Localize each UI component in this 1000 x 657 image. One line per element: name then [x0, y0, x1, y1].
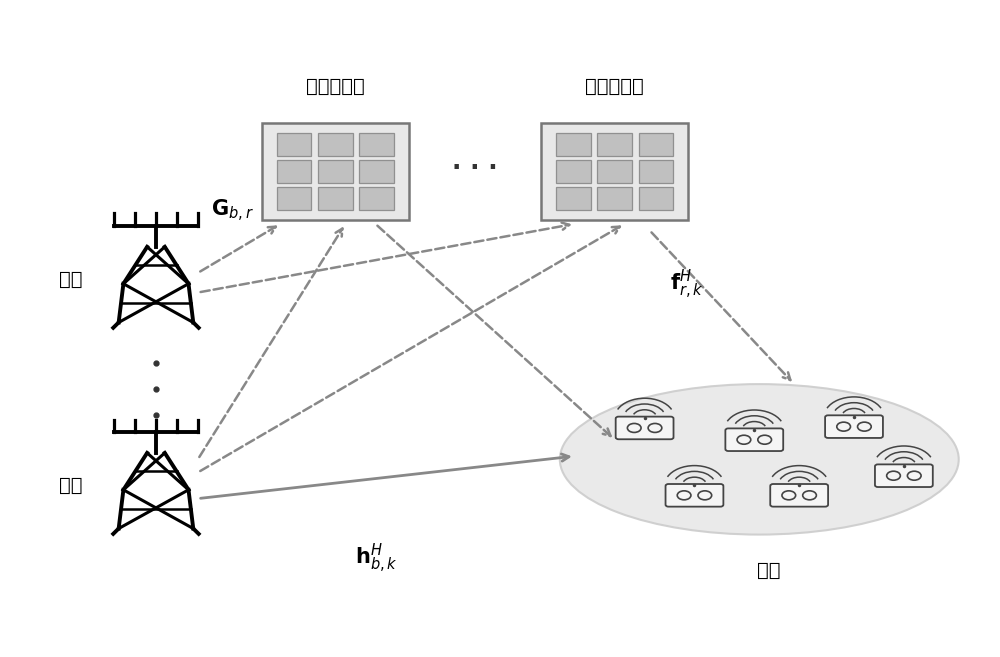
Bar — [277, 187, 311, 210]
Bar — [318, 133, 353, 156]
FancyBboxPatch shape — [725, 428, 783, 451]
Bar — [556, 160, 591, 183]
Text: $\mathbf{h}_{b,k}^{H}$: $\mathbf{h}_{b,k}^{H}$ — [355, 541, 398, 575]
FancyBboxPatch shape — [770, 484, 828, 507]
Bar — [277, 133, 311, 156]
Bar — [541, 124, 688, 219]
Bar — [597, 187, 632, 210]
Bar — [639, 133, 673, 156]
Bar — [277, 160, 311, 183]
Bar — [556, 187, 591, 210]
Text: 智能反射面: 智能反射面 — [585, 78, 644, 97]
FancyBboxPatch shape — [616, 417, 674, 440]
FancyBboxPatch shape — [666, 484, 723, 507]
Text: · · ·: · · · — [452, 156, 498, 180]
FancyBboxPatch shape — [825, 415, 883, 438]
Bar — [359, 187, 394, 210]
Bar — [262, 124, 409, 219]
Bar — [318, 187, 353, 210]
Bar — [359, 133, 394, 156]
Text: 智能反射面: 智能反射面 — [306, 78, 365, 97]
Bar — [318, 160, 353, 183]
FancyBboxPatch shape — [875, 464, 933, 487]
Bar — [597, 133, 632, 156]
Text: 基站: 基站 — [59, 476, 83, 495]
Bar — [359, 160, 394, 183]
Text: 基站: 基站 — [59, 270, 83, 289]
Bar — [639, 187, 673, 210]
Text: 用户: 用户 — [758, 560, 781, 579]
Bar — [556, 133, 591, 156]
Text: $\mathbf{f}_{r,k}^{H}$: $\mathbf{f}_{r,k}^{H}$ — [670, 267, 703, 302]
Bar — [639, 160, 673, 183]
Ellipse shape — [560, 384, 959, 535]
Text: $\mathbf{G}_{b,r}$: $\mathbf{G}_{b,r}$ — [211, 198, 254, 224]
Bar — [597, 160, 632, 183]
